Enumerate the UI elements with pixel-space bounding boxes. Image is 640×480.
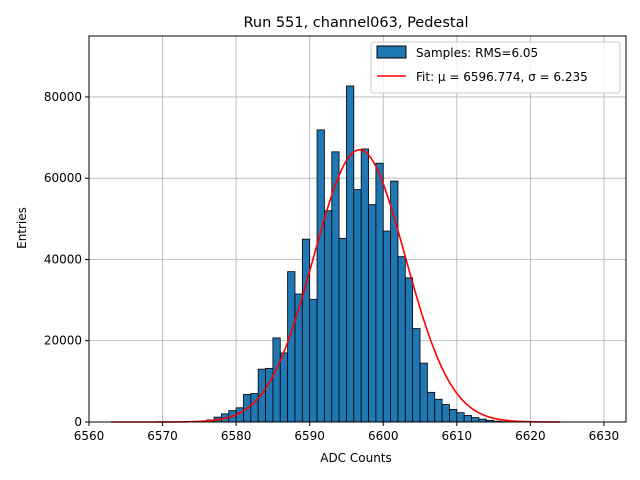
legend-frame: [370, 41, 621, 94]
histogram-bar-29: [419, 362, 428, 423]
histogram-bar-28: [412, 328, 421, 423]
histogram-bar-13: [301, 238, 311, 423]
histogram-bar-6: [250, 393, 259, 423]
y-tick-label-3: 60000: [44, 171, 82, 185]
legend-histogram-label: Samples: RMS=6.05: [416, 46, 538, 60]
y-tick-label-4: 80000: [44, 90, 82, 104]
histogram-bar-24: [382, 230, 392, 423]
x-tick-label-3: 6590: [294, 429, 325, 443]
histogram-bar-9: [272, 337, 281, 423]
histogram-bar-8: [265, 367, 274, 423]
histogram-bar-10: [279, 352, 289, 423]
y-tick-label-1: 20000: [44, 334, 82, 348]
x-tick-label-4: 6600: [368, 429, 399, 443]
x-tick-label-5: 6610: [442, 429, 473, 443]
histogram-bar-12: [294, 293, 303, 423]
histogram-bar-33: [449, 409, 458, 423]
histogram-bar-36: [471, 417, 480, 423]
histogram-bar-23: [375, 162, 384, 423]
y-tick-label-0: 0: [74, 415, 82, 429]
chart-title: Run 551, channel063, Pedestal: [243, 15, 468, 31]
histogram-bar-20: [353, 189, 362, 423]
histogram-bar-34: [456, 412, 465, 423]
histogram-bar-31: [434, 398, 443, 423]
histogram-bar-14: [309, 298, 318, 423]
histogram-bar-16: [323, 210, 333, 423]
x-tick-label-7: 6630: [589, 429, 620, 443]
histogram-bar-22: [368, 204, 377, 423]
histogram-bar-7: [257, 368, 266, 423]
axes-frame: [88, 35, 627, 423]
legend-fit-label: Fit: μ = 6596.774, σ = 6.235: [416, 70, 588, 84]
x-tick-label-1: 6570: [147, 429, 178, 443]
x-tick-label-6: 6620: [515, 429, 546, 443]
histogram-bar-18: [338, 237, 347, 423]
histogram-bar-35: [463, 415, 472, 423]
histogram-bar-15: [316, 129, 325, 423]
histogram-bar-26: [397, 256, 406, 423]
y-tick-label-2: 40000: [44, 252, 82, 266]
y-axis-label: Entries: [15, 207, 29, 249]
histogram-bar-27: [404, 277, 414, 423]
histogram-bar-21: [360, 148, 369, 423]
plot-area: 6560 6570 6580 6590 6600 6610 6620 6630 0 20000 40…: [44, 35, 627, 443]
x-axis-label: ADC Counts: [320, 451, 392, 465]
legend: Samples: RMS=6.05 Fit: μ = 6596.774, σ =…: [370, 41, 621, 94]
histogram-bar-30: [426, 391, 436, 423]
legend-histogram-swatch: [376, 45, 407, 59]
x-tick-label-2: 6580: [221, 429, 252, 443]
histogram-bar-11: [287, 271, 296, 423]
histogram-bar-32: [441, 404, 450, 423]
x-tick-label-0: 6560: [74, 429, 105, 443]
histogram-bar-19: [346, 85, 355, 423]
